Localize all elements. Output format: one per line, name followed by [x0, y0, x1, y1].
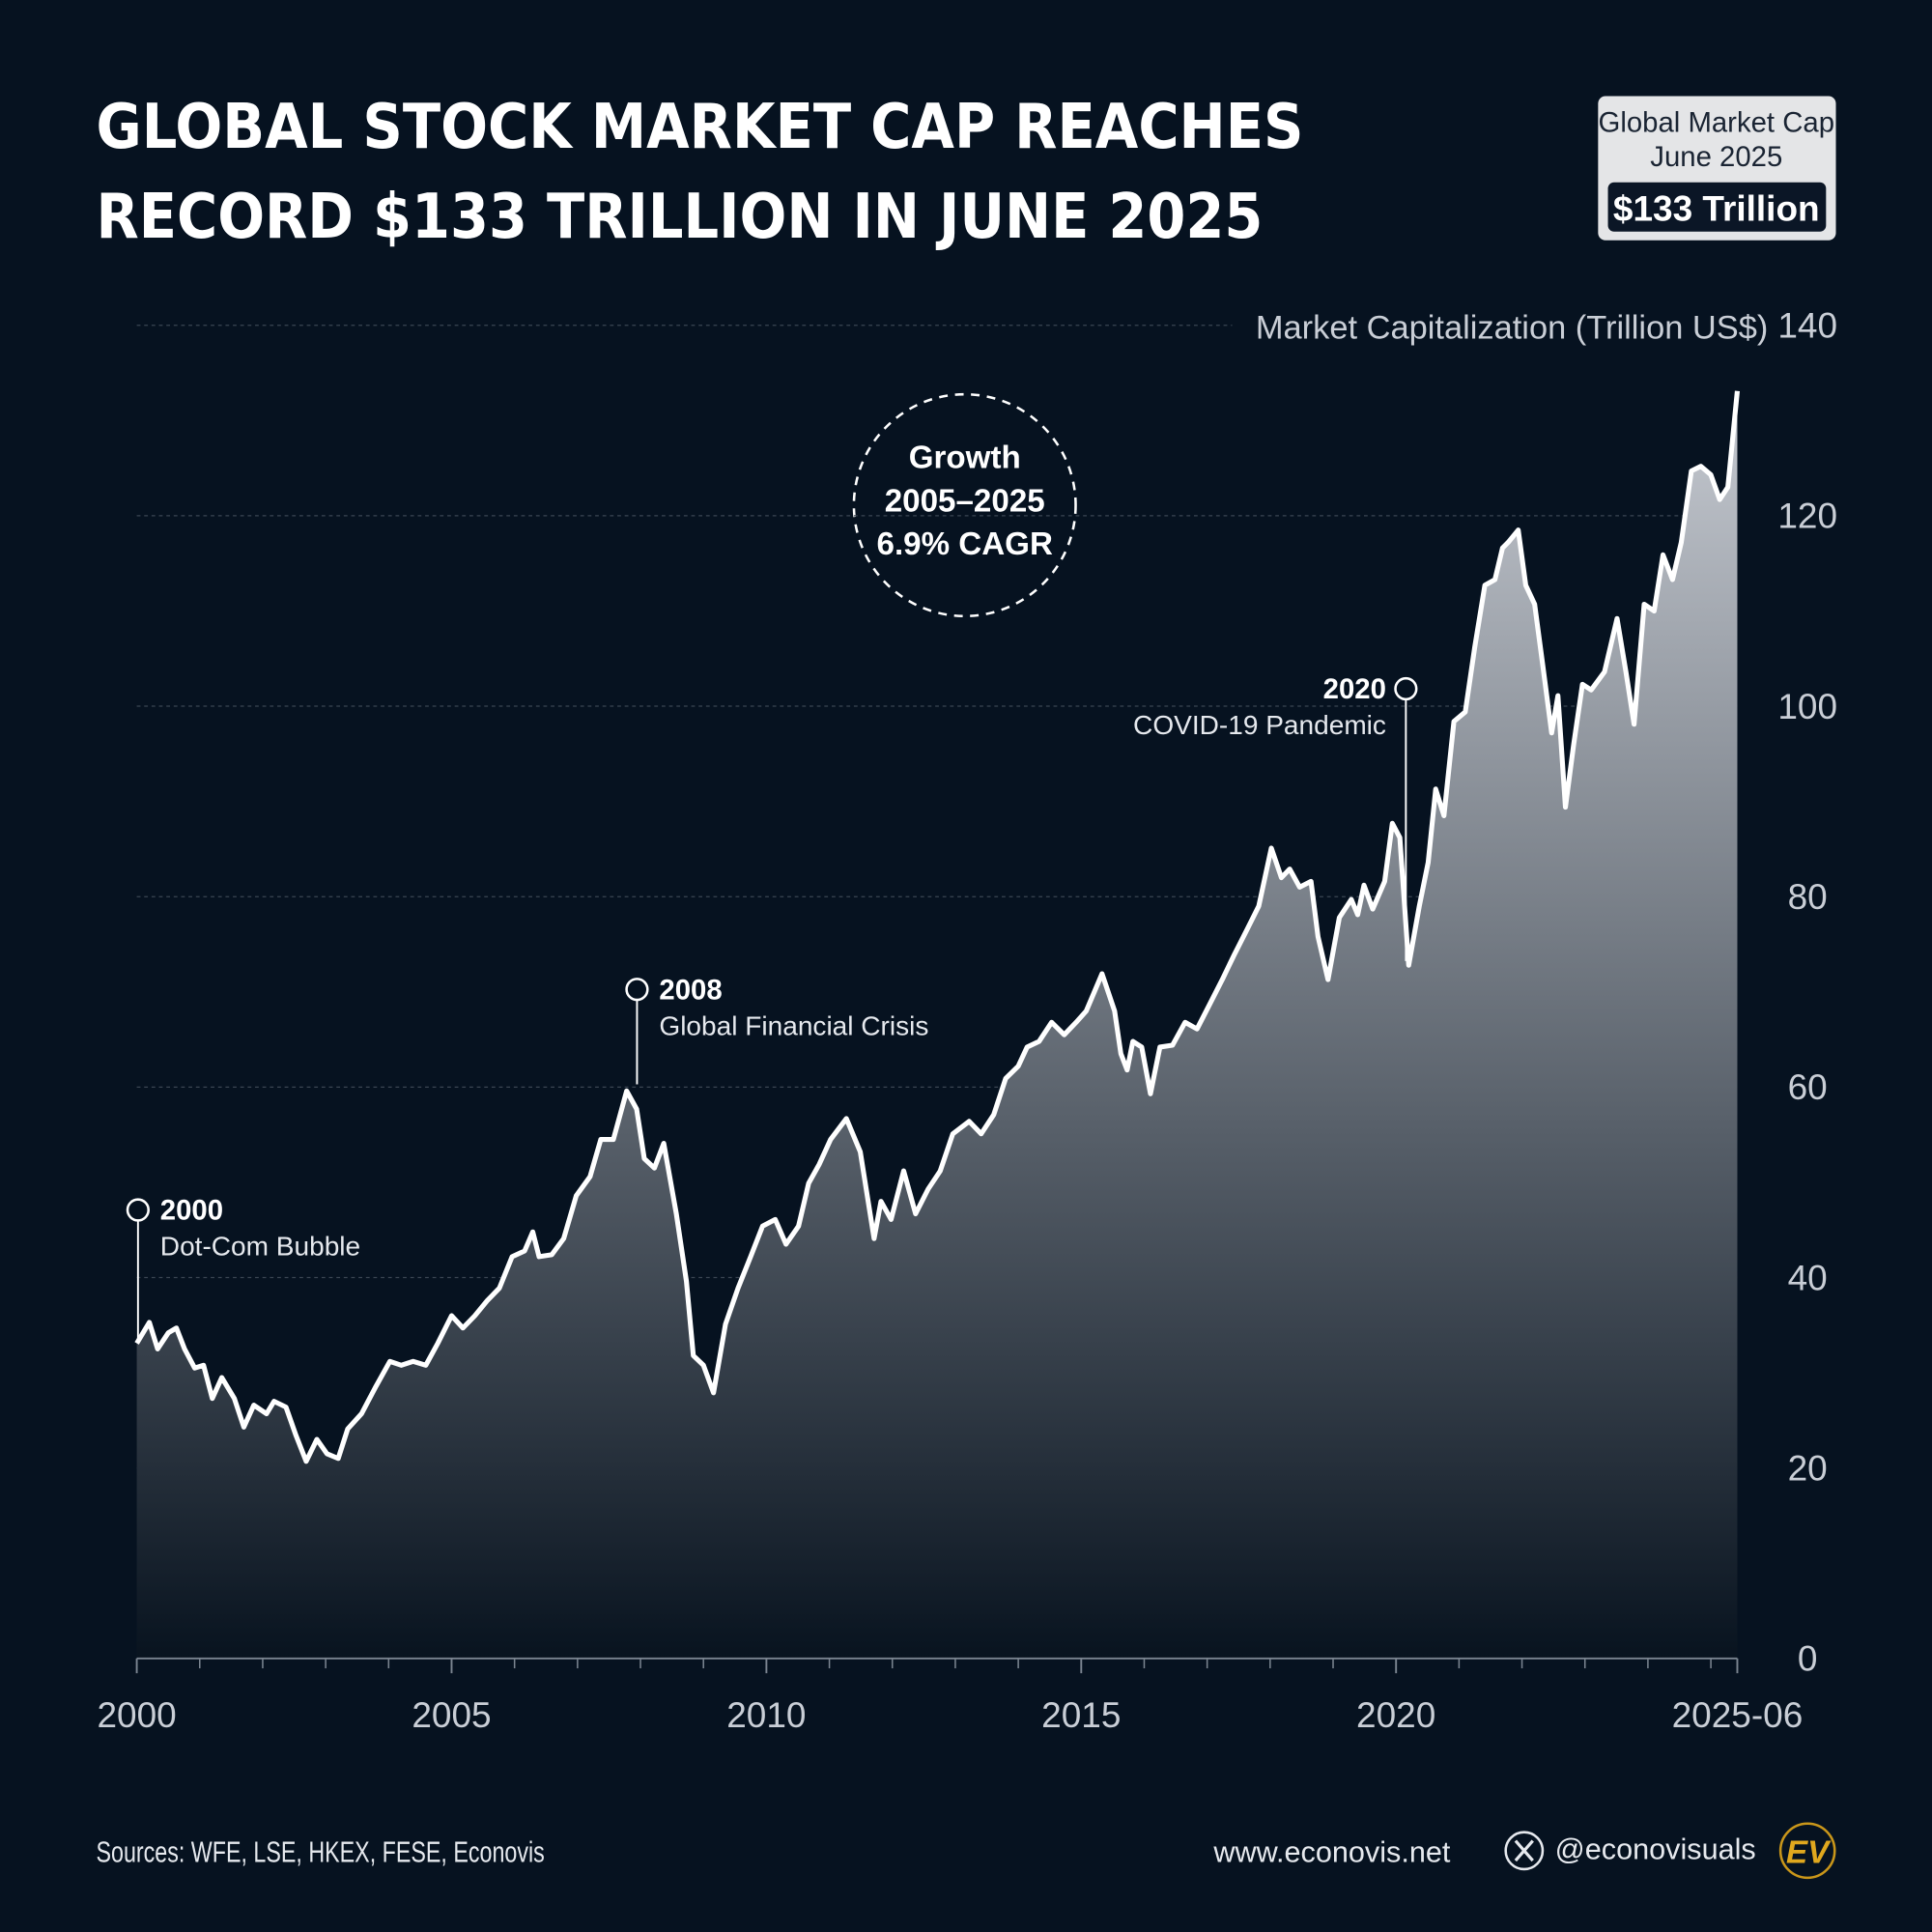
logo-ring: [1778, 1822, 1836, 1880]
x-tick-label: 2010: [726, 1695, 806, 1735]
annotation-year: 2020: [1323, 673, 1386, 705]
handle: @econovisuals: [1555, 1833, 1756, 1866]
y-tick-label: 140: [1777, 305, 1837, 345]
growth-text: Growth: [909, 440, 1021, 476]
annotation-label: COVID-19 Pandemic: [1133, 710, 1386, 740]
y-tick-label: 80: [1788, 877, 1828, 917]
logo: EV: [1786, 1835, 1832, 1871]
badge-value: $133 Trillion: [1613, 188, 1820, 228]
x-tick-label: 2005: [412, 1695, 491, 1735]
growth-text: 6.9% CAGR: [877, 526, 1053, 562]
badge-value-box: [1607, 182, 1827, 232]
growth-note: Growth 2005–2025 6.9% CAGR: [852, 392, 1077, 618]
badge: Global Market Cap June 2025 $133 Trillio…: [1598, 96, 1836, 241]
y-tick-label: 120: [1777, 497, 1837, 536]
area: [136, 390, 1738, 1659]
annotation-marker: [625, 978, 649, 1002]
x-tick-label: 2025-06: [1672, 1695, 1804, 1735]
x-tick-label: 2020: [1356, 1695, 1435, 1735]
x-icon: [1504, 1831, 1545, 1871]
footer: Sources: WFE, LSE, HKEX, FESE, Econovis …: [96, 1822, 1836, 1880]
line: [134, 390, 1741, 1464]
y-tick-label: 40: [1788, 1258, 1828, 1297]
annotation-year: 2008: [659, 974, 722, 1006]
growth-text: 2005–2025: [885, 483, 1045, 519]
website: www.econovis.net: [1212, 1835, 1450, 1868]
growth-circle: [852, 392, 1077, 618]
annotation-label: Global Financial Crisis: [659, 1010, 928, 1040]
annotation-label: Dot-Com Bubble: [160, 1232, 360, 1262]
y-tick-label: 20: [1788, 1448, 1828, 1488]
annotation-marker: [1394, 676, 1418, 701]
x-tick-label: 2000: [97, 1695, 176, 1735]
x-icon-glyph: [1514, 1839, 1534, 1862]
y-tick-label: 0: [1798, 1639, 1818, 1679]
badge-date: June 2025: [1650, 141, 1782, 173]
x-tick-label: 2015: [1041, 1695, 1121, 1735]
y-axis-label: Market Capitalization (Trillion US$): [1256, 310, 1769, 347]
badge-title: Global Market Cap: [1599, 106, 1835, 138]
y-tick-label: 100: [1777, 687, 1837, 726]
plot: 0 20 40 60 80 100 120 140 2000 2005 2010 2015 2020 20…: [97, 305, 1837, 1735]
chart-title: GLOBAL STOCK MARKET CAP REACHES: [96, 92, 1303, 163]
sources: Sources: WFE, LSE, HKEX, FESE, Econovis: [96, 1835, 544, 1868]
chart-title: RECORD $133 TRILLION IN JUNE 2025: [96, 182, 1263, 253]
y-tick-label: 60: [1788, 1067, 1828, 1107]
annotation-marker: [126, 1198, 150, 1222]
annotation-year: 2000: [160, 1195, 223, 1227]
